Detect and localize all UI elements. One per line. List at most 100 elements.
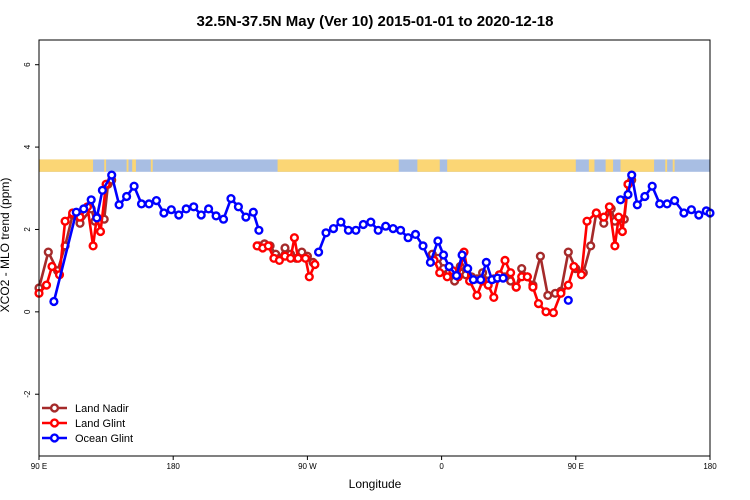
y-tick-label-4: 6: [23, 62, 32, 67]
point-land-glint-57: [617, 226, 628, 237]
land-ocean-band: [39, 159, 710, 172]
legend-label-land-glint: Land Glint: [75, 418, 125, 430]
point-land-nadir-40: [517, 264, 527, 274]
point-ocean-glint-16: [181, 204, 191, 214]
point-ocean-glint-64: [647, 181, 657, 191]
point-land-glint-19: [286, 253, 296, 263]
land-segment-11: [665, 159, 668, 172]
point-ocean-glint-13: [159, 208, 169, 218]
plot-frame: [38, 39, 711, 457]
point-ocean-glint-4: [92, 213, 102, 223]
point-land-glint-15: [263, 241, 273, 251]
point-ocean-glint-38: [388, 224, 398, 234]
point-land-glint-51: [582, 216, 592, 226]
point-ocean-glint-20: [211, 211, 221, 221]
point-ocean-glint-61: [627, 170, 637, 180]
land-segment-0: [39, 159, 94, 172]
point-ocean-glint-29: [321, 228, 331, 238]
point-land-glint-42: [522, 272, 532, 282]
point-land-nadir-50: [586, 241, 596, 251]
point-ocean-glint-70: [694, 210, 704, 220]
point-land-glint-52: [591, 208, 601, 218]
point-land-glint-8: [88, 241, 98, 251]
point-ocean-glint-9: [129, 181, 139, 191]
point-land-glint-39: [506, 268, 516, 278]
point-ocean-glint-15: [174, 210, 184, 220]
point-land-glint-44: [533, 299, 544, 309]
point-land-glint-49: [569, 261, 579, 272]
x-tick-label-3: 0: [439, 462, 444, 471]
y-tick-label-0: -2: [23, 390, 32, 398]
y-axis-label: XCO2 - MLO trend (ppm): [0, 178, 12, 313]
point-ocean-glint-59: [615, 195, 626, 205]
point-ocean-glint-26: [254, 225, 264, 235]
legend: Land Nadir Land Glint Ocean Glint: [42, 403, 133, 445]
point-ocean-glint-23: [233, 202, 244, 212]
point-land-glint-53: [599, 212, 609, 222]
land-segment-7: [447, 159, 576, 172]
legend-label-ocean-glint: Ocean Glint: [75, 433, 133, 445]
point-ocean-glint-65: [655, 199, 665, 209]
point-ocean-glint-17: [189, 202, 199, 212]
point-ocean-glint-6: [107, 170, 117, 180]
series-line-ocean-glint-0: [52, 173, 261, 302]
point-ocean-glint-5: [97, 185, 108, 195]
x-tick-label-5: 180: [703, 462, 717, 471]
point-land-nadir-44: [543, 290, 553, 301]
point-ocean-glint-42: [418, 241, 428, 251]
point-land-glint-45: [541, 307, 551, 317]
point-land-glint-36: [489, 292, 499, 303]
point-land-glint-24: [310, 259, 320, 270]
point-ocean-glint-44: [433, 236, 443, 246]
chart-title: 32.5N-37.5N May (Ver 10) 2015-01-01 to 2…: [197, 13, 554, 30]
land-segment-2: [126, 159, 129, 172]
x-tick-label-1: 180: [167, 462, 181, 471]
point-ocean-glint-46: [444, 261, 454, 272]
point-ocean-glint-34: [358, 219, 368, 230]
point-land-glint-17: [274, 255, 285, 266]
point-land-nadir-17: [280, 243, 290, 253]
point-ocean-glint-37: [381, 221, 391, 231]
x-tick-label-4: 90 E: [568, 462, 584, 471]
point-ocean-glint-25: [248, 207, 258, 217]
point-ocean-glint-14: [166, 205, 176, 215]
point-land-glint-40: [511, 282, 521, 292]
land-segment-10: [620, 159, 655, 172]
y-tick-label-1: 0: [23, 309, 32, 314]
land-segment-6: [417, 159, 440, 172]
point-ocean-glint-45: [438, 250, 449, 260]
point-ocean-glint-30: [328, 224, 339, 234]
land-segment-4: [150, 159, 153, 172]
x-tick-label-2: 90 W: [298, 462, 317, 471]
point-land-glint-48: [563, 280, 573, 290]
point-ocean-glint-2: [79, 204, 89, 214]
point-land-glint-20: [289, 233, 300, 243]
y-tick-label-3: 4: [23, 144, 32, 149]
point-ocean-glint-0: [49, 296, 59, 307]
point-land-nadir-47: [563, 247, 573, 257]
point-ocean-glint-43: [425, 257, 436, 268]
point-ocean-glint-24: [241, 212, 251, 222]
point-ocean-glint-22: [226, 194, 236, 204]
point-ocean-glint-41: [410, 229, 421, 240]
axes-layer: 90 E 180 90 W 0 90 E 180 -2 0 2 4 6: [23, 39, 717, 471]
point-ocean-glint-1: [71, 207, 81, 217]
point-ocean-glint-47: [451, 271, 462, 281]
series-layer: [34, 170, 715, 318]
point-land-glint-21: [293, 253, 303, 263]
land-segment-9: [605, 159, 614, 172]
land-segment-8: [588, 159, 595, 172]
point-ocean-glint-39: [396, 225, 406, 235]
point-ocean-glint-28: [314, 247, 324, 257]
point-ocean-glint-67: [669, 196, 680, 206]
x-axis-label: Longitude: [349, 477, 402, 491]
point-ocean-glint-8: [121, 191, 132, 202]
legend-marker-land-glint: [49, 418, 60, 428]
point-ocean-glint-55: [498, 273, 508, 283]
point-land-nadir-43: [535, 251, 546, 261]
point-ocean-glint-50: [468, 275, 478, 285]
point-ocean-glint-21: [218, 214, 229, 224]
point-ocean-glint-68: [679, 208, 689, 218]
point-ocean-glint-63: [640, 191, 650, 202]
point-land-glint-46: [548, 308, 559, 318]
